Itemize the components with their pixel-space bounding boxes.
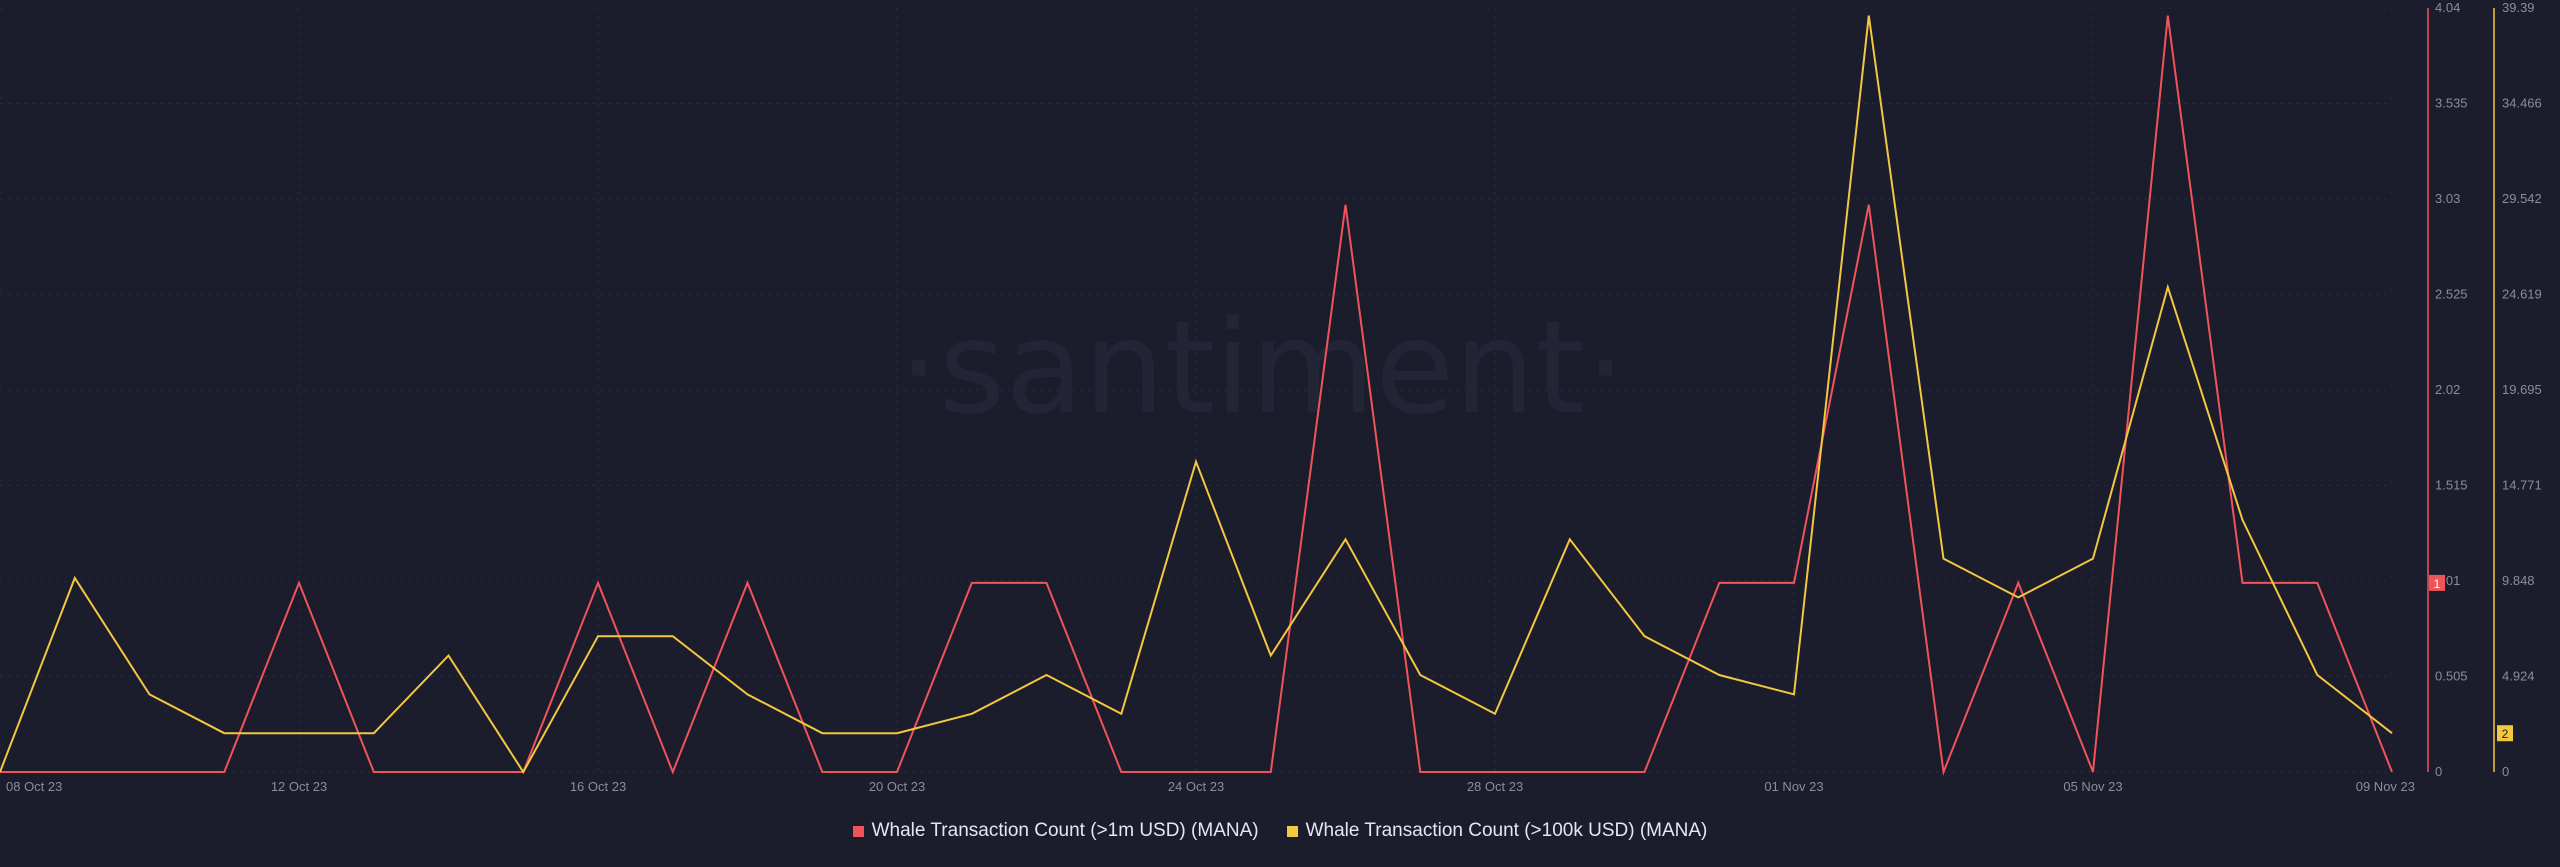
y-left-tick-label: 3.535 bbox=[2435, 96, 2468, 111]
y-left-tick-label: 4.04 bbox=[2435, 0, 2460, 15]
y-right-tick-label: 24.619 bbox=[2502, 286, 2542, 301]
legend-item-100k[interactable]: Whale Transaction Count (>100k USD) (MAN… bbox=[1286, 820, 1708, 842]
y-right-tick-label: 29.542 bbox=[2502, 191, 2542, 206]
y-right-tick-label: 19.695 bbox=[2502, 382, 2542, 397]
x-tick-label: 12 Oct 23 bbox=[271, 779, 327, 794]
y-right-tick-label: 0 bbox=[2502, 764, 2509, 779]
x-tick-label: 05 Nov 23 bbox=[2063, 779, 2122, 794]
x-axis-ticks: 08 Oct 23 12 Oct 23 16 Oct 23 20 Oct 23 24 O… bbox=[6, 779, 2415, 794]
grid bbox=[0, 7, 2393, 773]
series-line-100k bbox=[0, 15, 2393, 774]
y-right-tick-label: 9.848 bbox=[2502, 573, 2535, 588]
last-value-badges: 12 bbox=[2429, 574, 2513, 742]
watermark: ·santiment· bbox=[898, 294, 1626, 443]
y-right-tick-label: 34.466 bbox=[2502, 96, 2542, 111]
y-left-tick-label: 2.525 bbox=[2435, 287, 2468, 302]
x-tick-label: 09 Nov 23 bbox=[2356, 779, 2415, 794]
y-left-tick-label: 0.505 bbox=[2435, 669, 2468, 684]
x-tick-label: 24 Oct 23 bbox=[1168, 779, 1224, 794]
y-right-tick-label: 4.924 bbox=[2502, 668, 2535, 683]
badge-right-bg bbox=[2497, 725, 2513, 742]
badge-right-value: 2 bbox=[2502, 727, 2509, 741]
legend-swatch-red bbox=[852, 825, 864, 837]
legend: Whale Transaction Count (>1m USD) (MANA)… bbox=[0, 820, 2560, 842]
legend-label-1m: Whale Transaction Count (>1m USD) (MANA) bbox=[871, 820, 1259, 841]
y-right-tick-label: 39.39 bbox=[2502, 0, 2535, 15]
badge-left-bg bbox=[2429, 574, 2445, 591]
legend-item-1m[interactable]: Whale Transaction Count (>1m USD) (MANA) bbox=[852, 820, 1259, 842]
y-left-tick-label: 1.515 bbox=[2435, 478, 2468, 493]
y-left-tick-label: 3.03 bbox=[2435, 191, 2460, 206]
series-line-1m bbox=[0, 15, 2393, 776]
series-group bbox=[0, 15, 2393, 776]
x-tick-label: 08 Oct 23 bbox=[6, 779, 62, 794]
x-tick-label: 16 Oct 23 bbox=[570, 779, 626, 794]
x-tick-label: 01 Nov 23 bbox=[1764, 779, 1823, 794]
x-tick-label: 20 Oct 23 bbox=[869, 779, 925, 794]
y-axis-right: 0 4.924 9.848 14.771 19.695 24.619 29.542 34.46… bbox=[2493, 0, 2542, 779]
x-tick-label: 28 Oct 23 bbox=[1467, 779, 1523, 794]
chart-svg: ·santiment· 08 Oct 23 12 Oct 23 16 Oct 23 2… bbox=[0, 0, 2542, 794]
legend-swatch-yellow bbox=[1286, 825, 1298, 837]
legend-label-100k: Whale Transaction Count (>100k USD) (MAN… bbox=[1305, 820, 1708, 841]
y-left-tick-label: 2.02 bbox=[2435, 382, 2460, 397]
y-left-tick-label: 0 bbox=[2435, 764, 2442, 779]
y-right-tick-label: 14.771 bbox=[2502, 478, 2542, 493]
badge-left-value: 1 bbox=[2434, 577, 2441, 591]
